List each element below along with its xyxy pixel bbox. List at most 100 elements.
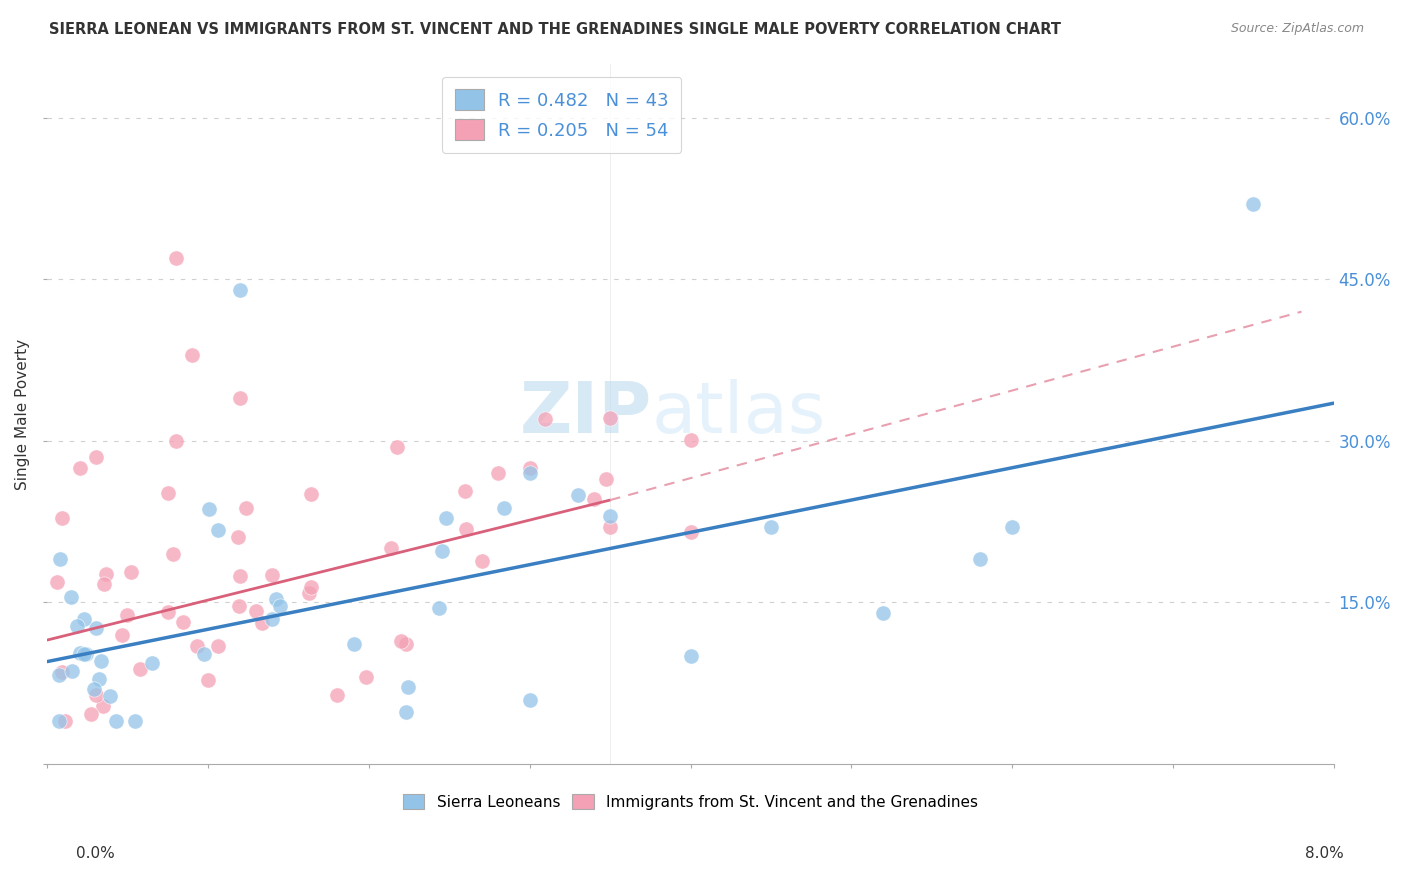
Point [679,525,702,540]
Point [969,552,991,566]
Point [165,434,187,448]
Point [759,520,782,534]
Point [567,488,589,502]
Point [299,581,322,595]
Point [396,680,419,694]
Point [454,483,477,498]
Point [181,348,204,362]
Point [872,606,894,620]
Point [380,541,402,555]
Point [66,618,89,632]
Point [83,682,105,697]
Point [120,565,142,579]
Point [162,547,184,561]
Point [105,714,128,728]
Point [156,606,179,620]
Point [229,283,252,297]
Point [59,590,82,604]
Point [69,460,91,475]
Text: 8.0%: 8.0% [1305,847,1344,861]
Text: SIERRA LEONEAN VS IMMIGRANTS FROM ST. VINCENT AND THE GRENADINES SINGLE MALE POV: SIERRA LEONEAN VS IMMIGRANTS FROM ST. VI… [49,22,1062,37]
Point [124,714,146,728]
Point [207,523,229,537]
Point [262,568,284,582]
Point [269,599,291,613]
Legend: Sierra Leoneans, Immigrants from St. Vincent and the Grenadines: Sierra Leoneans, Immigrants from St. Vin… [396,788,984,815]
Point [226,531,249,545]
Point [387,440,409,454]
Point [72,648,94,662]
Point [172,615,194,629]
Point [519,460,541,475]
Point [519,693,541,707]
Point [299,487,322,501]
Point [86,688,108,702]
Point [48,667,70,681]
Point [69,646,91,660]
Point [354,670,377,684]
Point [599,509,621,524]
Point [395,705,418,719]
Point [582,492,605,507]
Point [430,543,453,558]
Point [128,662,150,676]
Point [93,576,115,591]
Point [456,522,478,536]
Point [235,501,257,516]
Point [595,472,617,486]
Point [80,706,103,721]
Point [326,688,349,702]
Point [298,586,321,600]
Text: atlas: atlas [652,379,827,449]
Text: Source: ZipAtlas.com: Source: ZipAtlas.com [1230,22,1364,36]
Point [262,612,284,626]
Point [343,637,366,651]
Point [486,466,509,480]
Point [90,654,112,668]
Point [48,714,70,728]
Point [51,665,73,680]
Point [207,639,229,653]
Y-axis label: Single Male Poverty: Single Male Poverty [15,338,30,490]
Point [89,672,111,686]
Point [492,500,515,515]
Point [599,411,621,425]
Point [53,714,76,728]
Point [471,553,494,567]
Point [51,510,73,524]
Point [229,568,252,582]
Point [72,612,94,626]
Point [91,699,114,714]
Point [389,634,412,648]
Point [157,486,180,500]
Text: 0.0%: 0.0% [76,847,115,861]
Point [228,599,250,614]
Point [197,673,219,687]
Point [519,466,541,480]
Point [427,600,450,615]
Point [186,639,208,653]
Point [679,649,702,664]
Point [266,592,288,607]
Point [100,689,122,703]
Point [533,411,555,425]
Point [45,575,67,590]
Point [395,637,418,651]
Point [599,520,621,534]
Point [60,664,83,678]
Point [115,607,138,622]
Point [48,552,70,566]
Point [84,621,107,635]
Point [75,647,97,661]
Point [141,657,163,671]
Point [197,502,219,516]
Point [245,604,267,618]
Point [229,391,252,405]
Point [250,616,273,631]
Text: ZIP: ZIP [520,379,652,449]
Point [165,251,187,265]
Point [94,566,117,581]
Point [679,433,702,447]
Point [1241,197,1264,211]
Point [84,450,107,464]
